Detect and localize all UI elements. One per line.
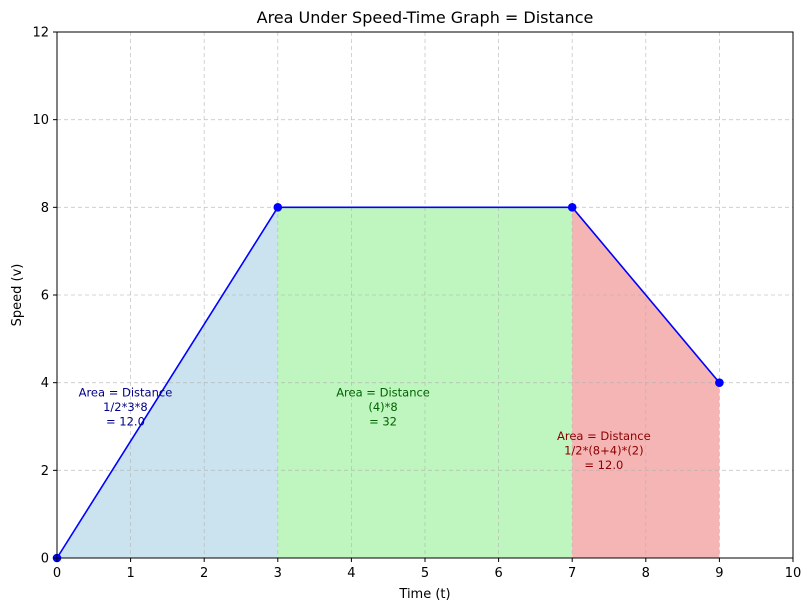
x-tick-label: 7	[568, 566, 576, 581]
x-axis-ticks: 0 1 2 3 4 5 6 7 8 9 10	[53, 558, 801, 581]
region-label-line: = 12.0	[584, 458, 623, 472]
region-label-2: Area = Distance (4)*8 = 32	[336, 385, 430, 428]
region-label-line: = 12.0	[106, 414, 145, 428]
data-point	[567, 203, 577, 212]
data-point	[715, 378, 724, 387]
x-tick-label: 9	[715, 566, 723, 581]
y-tick-label: 8	[41, 201, 49, 216]
x-tick-label: 1	[126, 566, 134, 581]
x-tick-label: 2	[200, 566, 208, 581]
y-axis-ticks: 0 2 4 6 8 10 12	[32, 26, 57, 567]
region-label-1: Area = Distance 1/2*3*8 = 12.0	[79, 385, 173, 428]
y-tick-label: 6	[41, 289, 49, 304]
y-tick-label: 10	[32, 113, 49, 128]
data-point	[273, 203, 283, 212]
region-label-line: = 32	[369, 414, 397, 428]
x-tick-label: 8	[642, 566, 650, 581]
x-tick-label: 0	[53, 566, 61, 581]
region-label-line: 1/2*(8+4)*(2)	[564, 444, 644, 458]
y-tick-label: 2	[41, 464, 49, 479]
speed-line	[56, 206, 721, 559]
chart-title: Area Under Speed-Time Graph = Distance	[257, 8, 594, 27]
x-tick-label: 5	[421, 566, 429, 581]
x-tick-label: 4	[347, 566, 355, 581]
x-tick-label: 6	[494, 566, 502, 581]
region-label-line: 1/2*3*8	[103, 400, 148, 414]
x-axis-label: Time (t)	[398, 587, 450, 602]
y-tick-label: 4	[41, 376, 49, 391]
series-layer	[52, 203, 724, 563]
region-label-line: Area = Distance	[79, 385, 173, 399]
region-label-3: Area = Distance 1/2*(8+4)*(2) = 12.0	[557, 429, 651, 472]
y-tick-label: 0	[41, 552, 49, 567]
region-label-line: Area = Distance	[557, 429, 651, 443]
region-label-line: Area = Distance	[336, 385, 430, 399]
region-label-line: (4)*8	[368, 400, 397, 414]
x-tick-label: 3	[274, 566, 282, 581]
x-tick-label: 10	[785, 566, 802, 581]
y-tick-label: 12	[32, 26, 49, 41]
y-axis-label: Speed (v)	[10, 264, 25, 327]
